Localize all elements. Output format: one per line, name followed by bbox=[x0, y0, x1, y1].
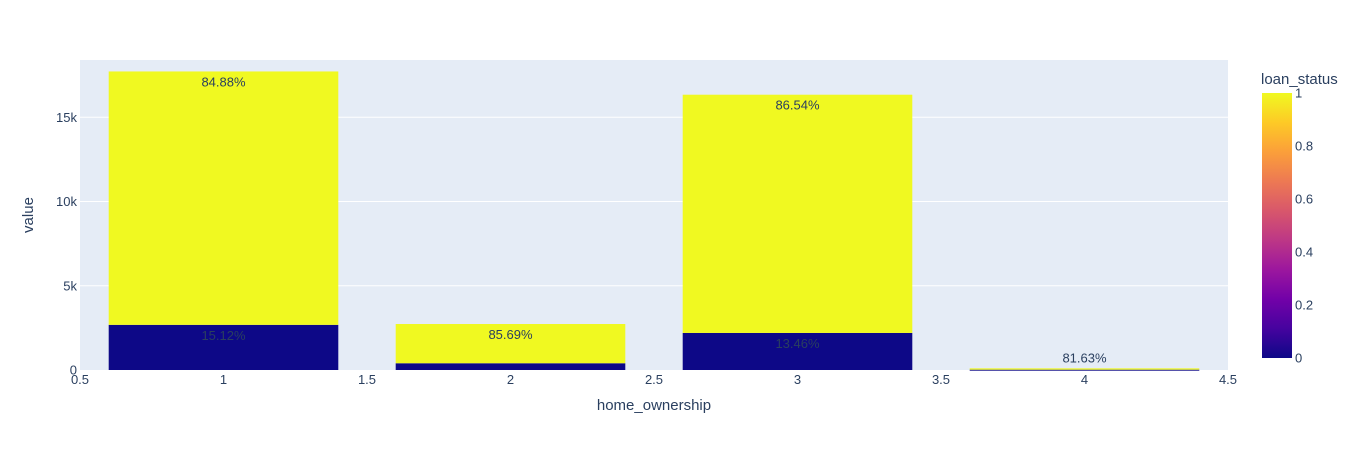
bar-data-label: 84.88% bbox=[201, 74, 246, 89]
x-tick-label: 3.5 bbox=[932, 372, 950, 387]
bar-status-1-x2 bbox=[395, 324, 626, 364]
colorbar-gradient bbox=[1262, 93, 1292, 358]
bar-status-1-x4 bbox=[969, 368, 1200, 370]
x-axis-ticks: 0.5 1 1.5 2 2.5 3 3.5 4 4.5 bbox=[71, 372, 1237, 387]
x-tick-label: 4 bbox=[1081, 372, 1088, 387]
colorbar-ticks: 0 0.2 0.4 0.6 0.8 1 bbox=[1295, 86, 1313, 366]
bar-status-0-x3 bbox=[682, 332, 913, 370]
y-tick-label: 10k bbox=[56, 194, 77, 209]
colorbar-title: loan_status bbox=[1261, 71, 1338, 88]
colorbar-tick-label: 0 bbox=[1295, 351, 1302, 366]
x-tick-label: 1.5 bbox=[358, 372, 376, 387]
y-axis-ticks: 0 5k 10k 15k bbox=[56, 110, 77, 378]
bar-status-0-x1 bbox=[108, 324, 339, 370]
bar-data-label: 81.63% bbox=[1062, 350, 1107, 365]
bar-data-label: 85.69% bbox=[488, 327, 533, 342]
colorbar-tick-label: 1 bbox=[1295, 86, 1302, 101]
bar-data-label: 86.54% bbox=[775, 98, 820, 113]
x-tick-label: 4.5 bbox=[1219, 372, 1237, 387]
bars bbox=[108, 71, 1200, 371]
bar-labels: 15.12% 13.46% 84.88% 85.69% 86.54% 81.63% bbox=[201, 74, 1107, 365]
bar-status-0-x2 bbox=[395, 363, 626, 370]
colorbar-tick-label: 0.2 bbox=[1295, 298, 1313, 313]
x-tick-label: 3 bbox=[794, 372, 801, 387]
x-tick-label: 0.5 bbox=[71, 372, 89, 387]
x-axis-title: home_ownership bbox=[597, 397, 711, 414]
y-axis-title: value bbox=[20, 197, 37, 233]
colorbar-tick-label: 0.4 bbox=[1295, 245, 1313, 260]
bar-status-1-x3 bbox=[682, 94, 913, 333]
colorbar-legend: loan_status 0 0.2 0.4 0.6 0.8 1 bbox=[1261, 71, 1338, 366]
bar-data-label: 13.46% bbox=[775, 336, 820, 351]
bar-status-1-x1 bbox=[108, 71, 339, 325]
colorbar-tick-label: 0.6 bbox=[1295, 192, 1313, 207]
y-tick-label: 0 bbox=[70, 363, 77, 378]
x-tick-label: 1 bbox=[220, 372, 227, 387]
bar-data-label: 15.12% bbox=[201, 328, 246, 343]
y-tick-label: 15k bbox=[56, 110, 77, 125]
y-tick-label: 5k bbox=[63, 278, 77, 293]
x-tick-label: 2 bbox=[507, 372, 514, 387]
colorbar-tick-label: 0.8 bbox=[1295, 139, 1313, 154]
bar-status-0-x4 bbox=[969, 369, 1200, 371]
x-tick-label: 2.5 bbox=[645, 372, 663, 387]
